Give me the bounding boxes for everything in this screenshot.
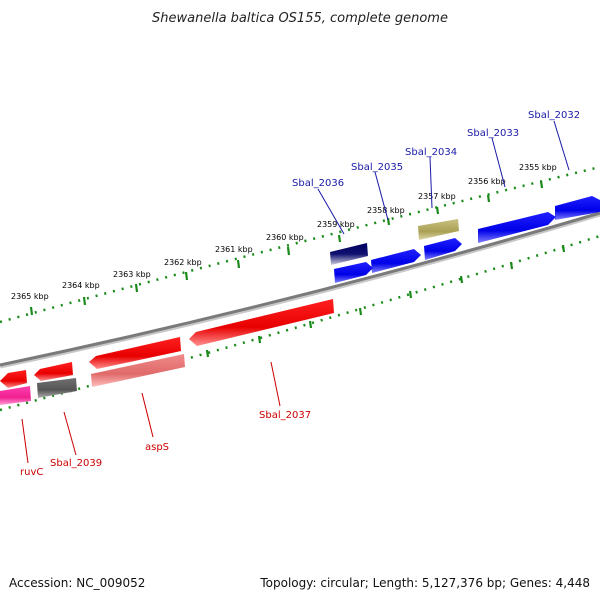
gene-ruvc-b	[0, 386, 31, 405]
inner-tick	[308, 320, 313, 329]
leader-asps	[141, 392, 154, 438]
tick-label: 2361 kbp	[215, 245, 253, 254]
forward-gene-labels: Sbal_2032 Sbal_2033 Sbal_2034 Sbal_2035 …	[292, 110, 580, 189]
label-sbal-2032: Sbal_2032	[528, 110, 580, 121]
gene-sbal-2039-b	[37, 378, 77, 398]
tick-label: 2365 kbp	[11, 292, 49, 301]
gene-sbal-2034	[418, 219, 459, 240]
leader-sbal-2032	[553, 120, 570, 171]
leader-ruvc	[21, 418, 29, 464]
map-title: Shewanella baltica OS155, complete genom…	[152, 11, 448, 26]
genome-summary-text: Topology: circular; Length: 5,127,376 bp…	[260, 576, 590, 590]
inner-tick	[257, 335, 262, 344]
label-sbal-2039: Sbal_2039	[50, 458, 102, 469]
forward-genes	[330, 196, 600, 283]
tick-2356	[486, 194, 491, 203]
accession-text: Accession: NC_009052	[9, 576, 146, 590]
leader-sbal-2033	[491, 137, 506, 188]
label-sbal-2035: Sbal_2035	[351, 162, 403, 173]
tick-label: 2360 kbp	[266, 233, 304, 242]
label-leaders	[21, 120, 570, 464]
tick-label: 2363 kbp	[113, 270, 151, 279]
tick-label: 2356 kbp	[468, 177, 506, 186]
gene-ruvc	[0, 370, 27, 388]
gene-sbal-2035	[371, 249, 421, 273]
inner-tick	[408, 290, 413, 299]
gene-sbal-2033	[478, 212, 556, 243]
inner-tick	[561, 244, 566, 253]
tick-2365	[29, 306, 34, 316]
major-ticks	[29, 180, 544, 316]
tick-2362	[184, 271, 189, 281]
gene-asps-b	[91, 354, 185, 387]
gene-asps	[89, 337, 181, 369]
tick-label: 2359 kbp	[317, 220, 355, 229]
tick-label: 2355 kbp	[519, 163, 557, 172]
gene-sbal-2036	[330, 243, 368, 265]
inner-tick	[358, 307, 363, 316]
leader-sbal-2034	[429, 156, 433, 209]
tick-label: 2357 kbp	[418, 192, 456, 201]
gene-sbal-2032	[555, 196, 600, 220]
tick-label: 2362 kbp	[164, 258, 202, 267]
tick-labels: 2355 kbp 2356 kbp 2357 kbp 2358 kbp 2359…	[11, 163, 557, 301]
label-ruvc: ruvC	[20, 467, 43, 478]
gene-sbal-2037	[189, 299, 334, 346]
reverse-gene-labels: Sbal_2037 aspS Sbal_2039 ruvC	[20, 410, 311, 478]
gene-sbal-2039	[34, 362, 73, 381]
tick-2360	[286, 246, 291, 256]
label-sbal-2036: Sbal_2036	[292, 178, 344, 189]
gene-sbal-2034-b	[424, 238, 462, 260]
leader-sbal-2037	[270, 361, 281, 407]
label-sbal-2034: Sbal_2034	[405, 147, 457, 158]
inner-tick	[509, 261, 514, 270]
tick-2361	[236, 259, 241, 269]
tick-2364	[82, 296, 87, 306]
tick-2357	[435, 206, 440, 215]
genome-backbone	[0, 211, 600, 367]
tick-2363	[134, 283, 139, 293]
label-asps: aspS	[145, 442, 169, 453]
leader-sbal-2035	[374, 171, 389, 221]
label-sbal-2037: Sbal_2037	[259, 410, 311, 421]
tick-label: 2364 kbp	[62, 281, 100, 290]
inner-tick	[459, 275, 464, 284]
inner-tick-track	[0, 234, 600, 412]
reverse-genes	[0, 299, 334, 405]
tick-2359	[337, 234, 342, 243]
tick-2355	[539, 180, 544, 189]
leader-sbal-2039	[63, 411, 77, 456]
gene-sbal-2036-b	[334, 262, 373, 283]
inner-tick	[205, 349, 210, 358]
label-sbal-2033: Sbal_2033	[467, 128, 519, 139]
leader-sbal-2036	[317, 188, 345, 235]
